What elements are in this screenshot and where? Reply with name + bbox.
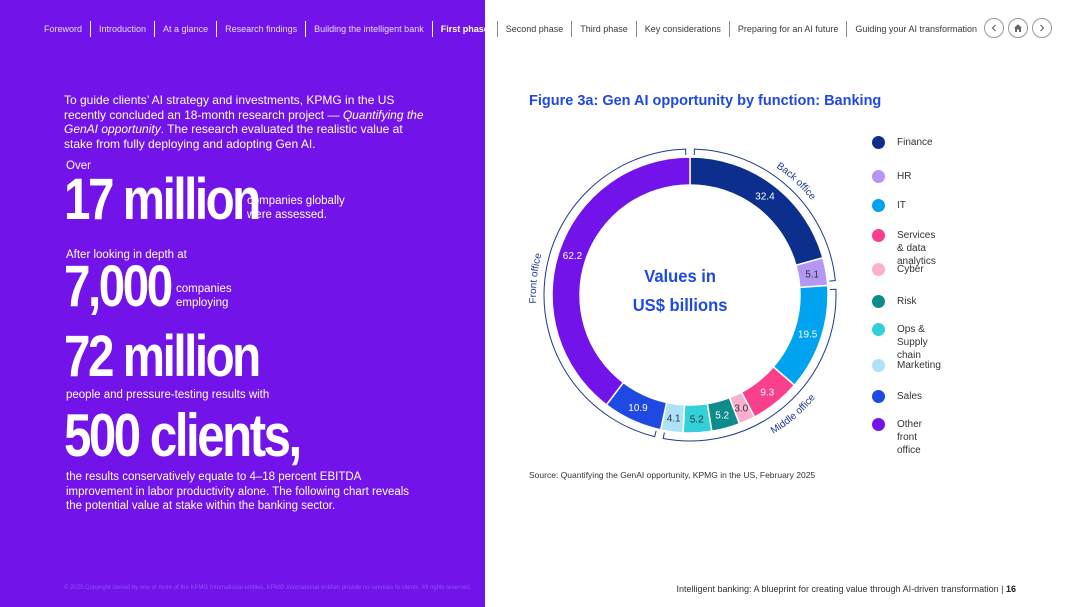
legend-label: Finance: [897, 137, 933, 148]
legend-swatch: [872, 170, 885, 183]
intro-paragraph: To guide clients’ AI strategy and invest…: [64, 93, 434, 151]
chevron-left-icon: [991, 24, 996, 32]
legend-label: HR: [897, 171, 912, 182]
stat4-figure: 500 clients,: [64, 402, 302, 469]
slice-value-label: 32.4: [755, 192, 775, 203]
nav-item-research-findings[interactable]: Research findings: [216, 21, 305, 37]
copyright-text: © 2025 Copyright owned by one or more of…: [64, 585, 472, 591]
intro-text-2: . The research evaluated the realistic v…: [64, 122, 403, 151]
center-label-line2: US$ billions: [633, 294, 728, 315]
nav-item-guiding-your-ai-transformation[interactable]: Guiding your AI transformation: [846, 21, 985, 37]
page-number: 16: [1005, 584, 1016, 594]
legend-item: Other front office: [872, 418, 922, 457]
nav-item-third-phase[interactable]: Third phase: [571, 21, 636, 37]
slice-value-label: 9.3: [760, 387, 774, 398]
legend-item: IT: [872, 199, 906, 212]
footer-doc-info: Intelligent banking: A blueprint for cre…: [676, 584, 1016, 594]
legend-swatch: [872, 323, 885, 336]
section-nav: Foreword Introduction At a glance Research …: [36, 20, 985, 38]
donut-chart: 32.45.119.59.33.05.25.24.110.962.2 Back …: [528, 148, 837, 442]
stat2-side-text: companies employing: [176, 283, 232, 309]
legend-item: Ops & Supply chain: [872, 323, 928, 362]
legend-label: Other front office: [897, 419, 923, 456]
stat1-prefix: Over: [66, 160, 91, 172]
slice-value-label: 5.2: [715, 410, 729, 421]
group-bracket-back-office: [693, 148, 836, 282]
legend-swatch: [872, 418, 885, 431]
legend-item: Cyber: [872, 263, 924, 276]
slice-value-label: 5.2: [690, 414, 704, 425]
legend-label: Cyber: [897, 264, 924, 275]
nav-item-preparing-for-an-ai-future[interactable]: Preparing for an AI future: [728, 21, 847, 37]
stat2-figure: 7,000: [64, 254, 173, 319]
stat2-prefix: After looking in depth at: [66, 249, 187, 261]
nav-item-introduction[interactable]: Introduction: [90, 21, 154, 37]
stat1-side-text: companies globally were assessed.: [247, 195, 345, 221]
center-label-line1: Values in: [644, 265, 716, 286]
legend-label: Risk: [897, 296, 917, 307]
legend-label: Services & data analytics: [897, 230, 936, 267]
donut-slice-other: [551, 156, 691, 406]
legend-item: Sales: [872, 390, 922, 403]
home-button[interactable]: [1008, 18, 1028, 38]
nav-item-second-phase[interactable]: Second phase: [496, 21, 572, 37]
previous-page-button[interactable]: [984, 18, 1004, 38]
legend-label: IT: [897, 200, 906, 211]
legend-item: Marketing: [872, 359, 941, 372]
legend-label: Marketing: [897, 360, 941, 371]
group-label-front-office: Front office: [528, 252, 545, 304]
nav-buttons: [984, 18, 1052, 38]
group-bracket-middle-office: [662, 288, 837, 442]
stat3-figure: 72 million: [64, 324, 261, 389]
slice-value-label: 62.2: [563, 251, 583, 262]
legend-label: Sales: [897, 391, 923, 402]
legend-swatch: [872, 136, 885, 149]
group-bracket-front-office: [543, 148, 687, 438]
slice-value-label: 4.1: [667, 413, 681, 424]
legend-item: Finance: [872, 136, 933, 149]
nav-item-building-the-intelligent-bank[interactable]: Building the intelligent bank: [305, 21, 432, 37]
legend-swatch: [872, 263, 885, 276]
slice-value-label: 3.0: [734, 403, 748, 414]
nav-item-key-considerations[interactable]: Key considerations: [635, 21, 729, 37]
legend-swatch: [872, 229, 885, 242]
home-icon: [1014, 24, 1022, 32]
intro-text-1: To guide clients’ AI strategy and invest…: [64, 93, 395, 122]
figure-title: Figure 3a: Gen AI opportunity by functio…: [529, 93, 882, 109]
legend-item: HR: [872, 170, 911, 183]
slice-value-label: 10.9: [628, 403, 648, 414]
next-page-button[interactable]: [1032, 18, 1052, 38]
closing-paragraph: the results conservatively equate to 4–1…: [66, 471, 410, 513]
left-panel: [0, 0, 485, 607]
slice-value-label: 5.1: [805, 269, 819, 280]
legend-swatch: [872, 359, 885, 372]
stat1-figure: 17 million: [64, 167, 261, 232]
legend-swatch: [872, 199, 885, 212]
legend-item: Services & data analytics: [872, 229, 936, 268]
legend-label: Ops & Supply chain: [897, 324, 928, 361]
nav-item-foreword[interactable]: Foreword: [44, 24, 83, 34]
legend-item: Risk: [872, 295, 916, 308]
legend-swatch: [872, 295, 885, 308]
donut-slice-finance: [689, 156, 824, 267]
legend-swatch: [872, 390, 885, 403]
footer-doc-title: Intelligent banking: A blueprint for cre…: [676, 584, 999, 594]
intro-emphasis: Quantifying the GenAI opportunity: [64, 107, 424, 137]
nav-item-first-phase[interactable]: First phase: [431, 21, 497, 37]
chevron-right-icon: [1040, 24, 1045, 32]
slice-value-label: 19.5: [798, 330, 818, 341]
stat3-suffix: people and pressure-testing results with: [66, 389, 270, 401]
nav-item-at-a-glance[interactable]: At a glance: [154, 21, 216, 37]
chart-source: Source: Quantifying the GenAI opportunit…: [529, 470, 816, 480]
